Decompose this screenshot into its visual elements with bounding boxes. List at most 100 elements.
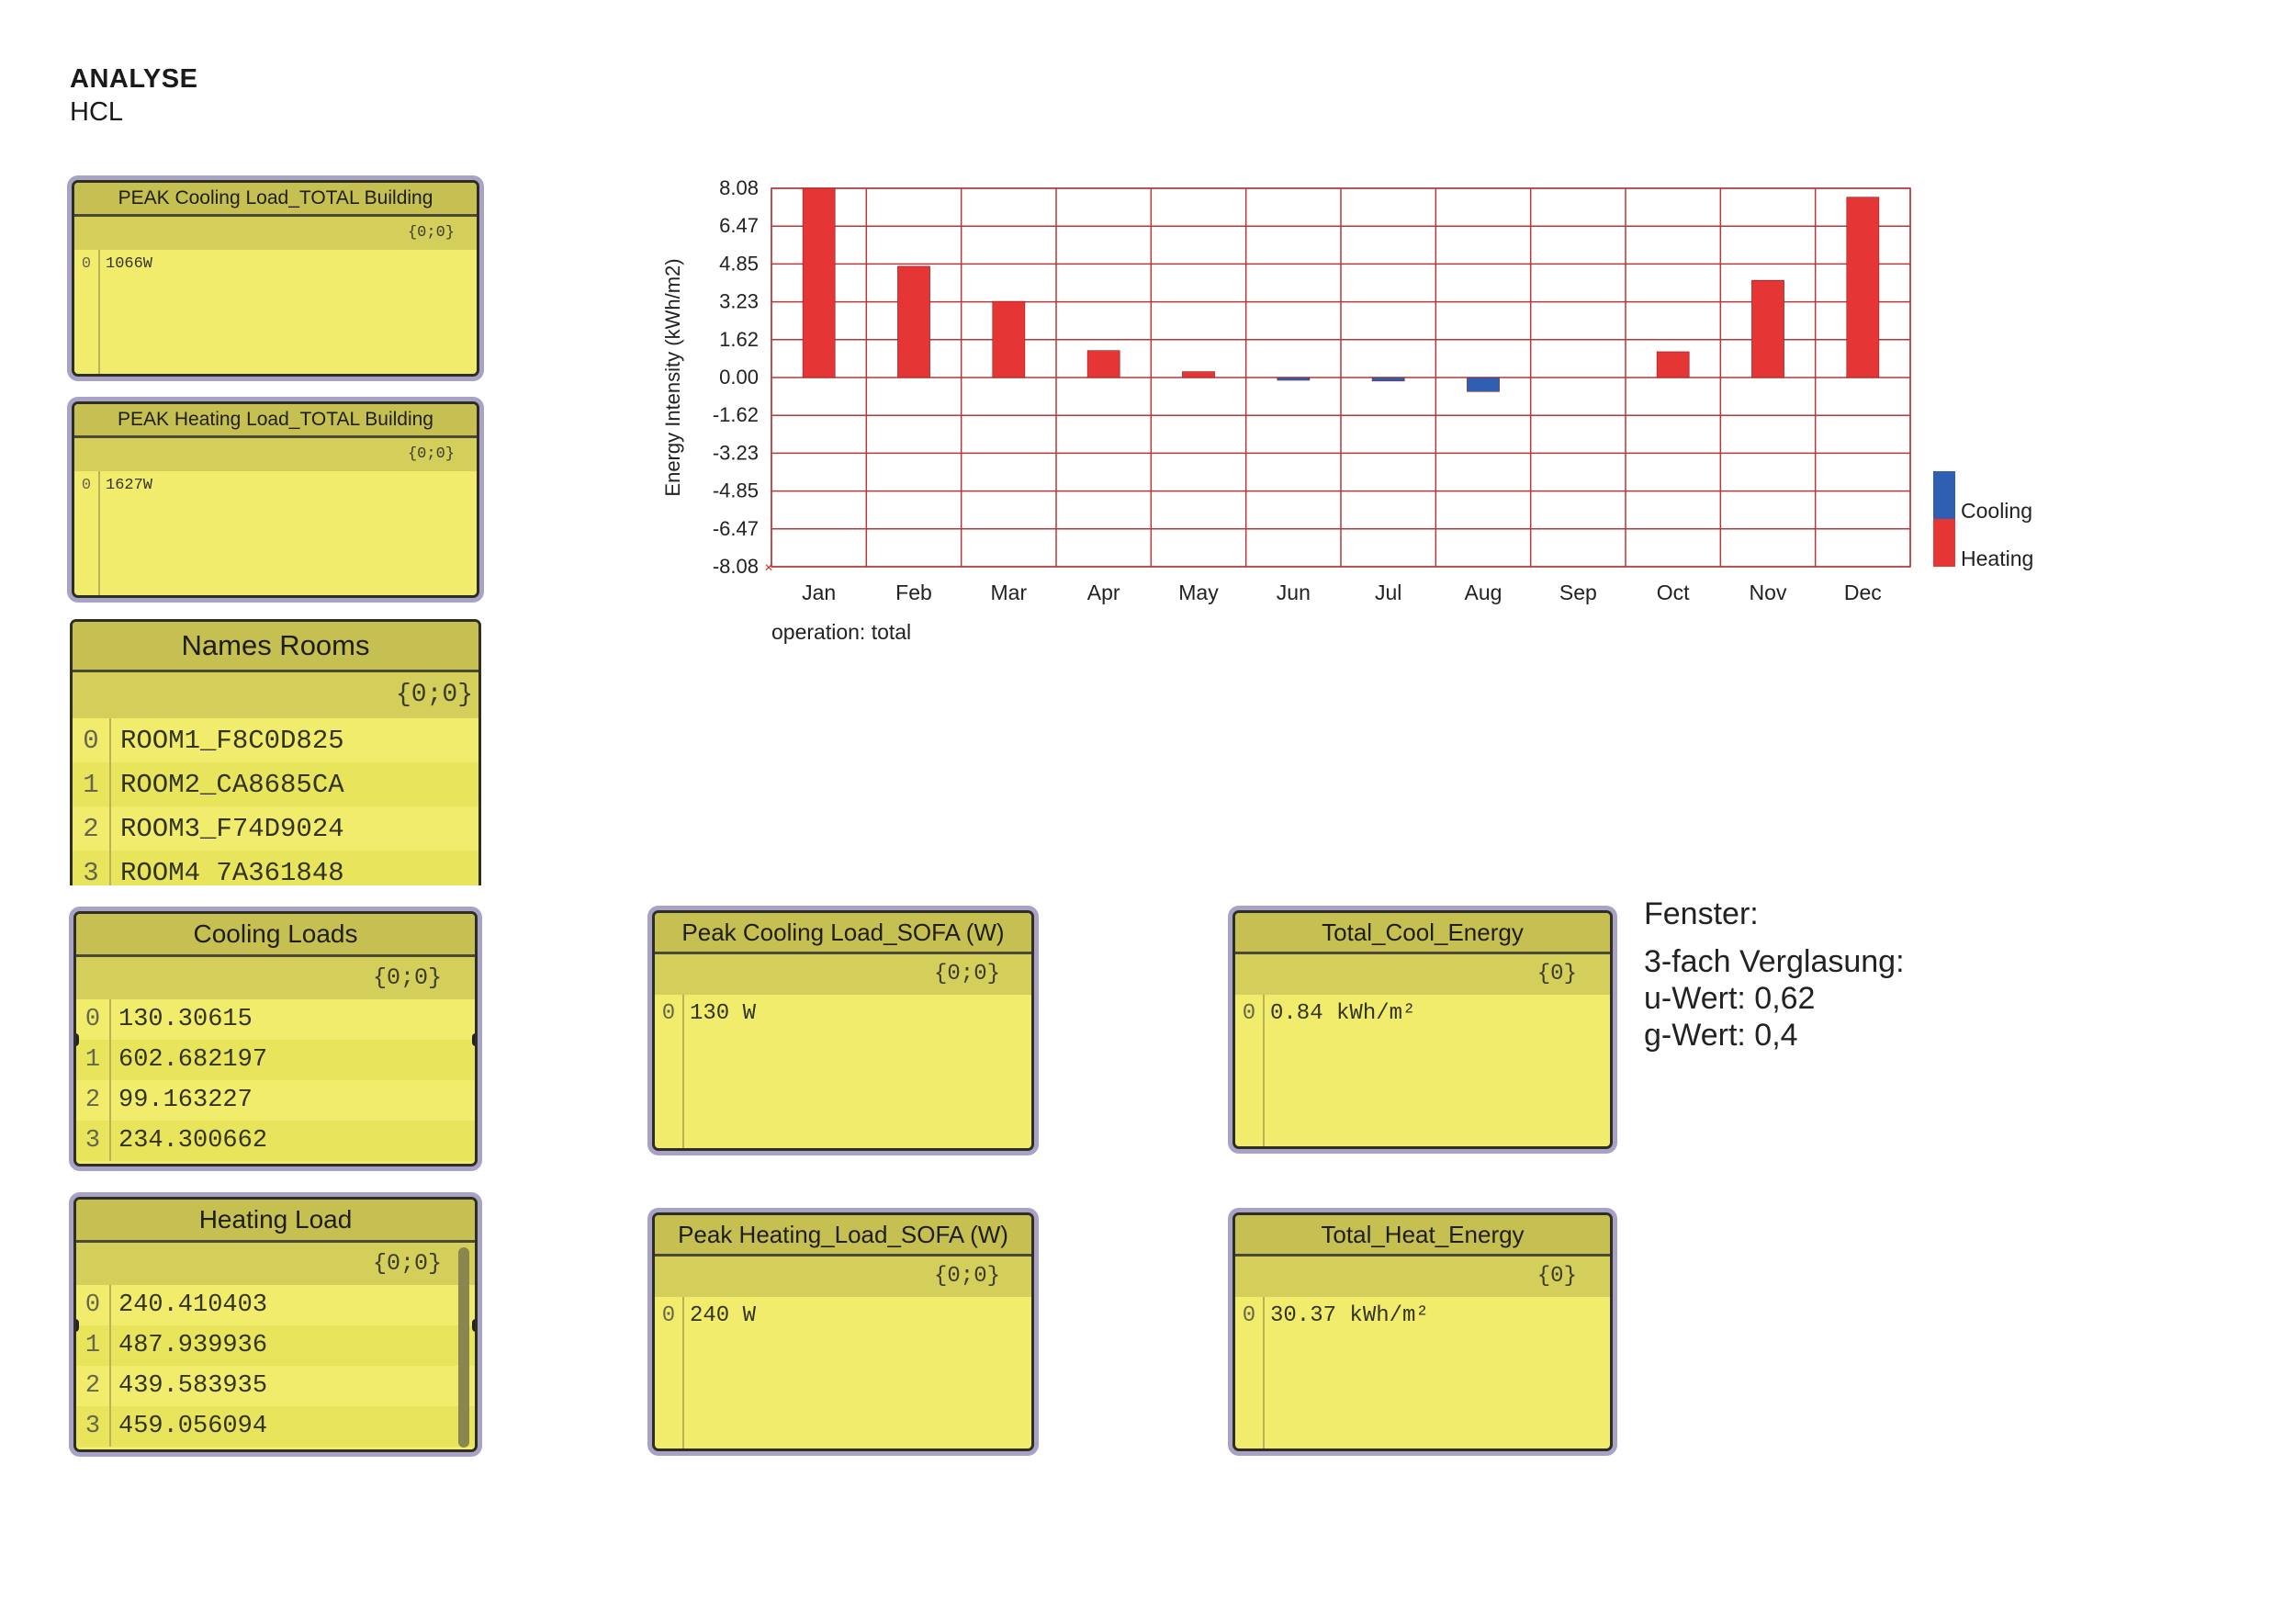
- x-tick-label: Jun: [1277, 580, 1311, 604]
- y-tick-label: -4.85: [713, 479, 759, 502]
- panel-title: Heating Load: [76, 1200, 475, 1243]
- glazing-type: 3-fach Verglasung:: [1644, 944, 1905, 979]
- legend-swatch-cooling: [1933, 471, 1955, 519]
- panel-row: 0 ROOM1_F8C0D825: [73, 718, 478, 762]
- panel-path: {0}: [1235, 954, 1610, 995]
- row-value: 459.056094: [118, 1413, 268, 1440]
- panel-row: 0 1066W: [74, 250, 477, 277]
- row-value: 439.583935: [118, 1372, 268, 1400]
- panel-row: 3 459.056094: [76, 1406, 475, 1447]
- row-index: 2: [83, 813, 99, 844]
- panel-path: {0;0}: [76, 1243, 475, 1285]
- input-grip[interactable]: [76, 1033, 79, 1046]
- panel-row: 1 602.682197: [76, 1040, 475, 1080]
- row-index: 2: [84, 1372, 101, 1400]
- panel-peak-cooling-sofa[interactable]: Peak Cooling Load_SOFA (W) {0;0} 0 130 W: [652, 910, 1034, 1151]
- panel-row: 0 130 W: [655, 995, 1031, 1031]
- panel-title: Total_Cool_Energy: [1235, 913, 1610, 954]
- row-value: 240 W: [690, 1302, 757, 1328]
- bar-heating: [1656, 351, 1690, 378]
- input-grip[interactable]: [76, 1319, 79, 1332]
- panel-path: {0;0}: [74, 438, 477, 471]
- row-value: 30.37 kWh/m²: [1270, 1302, 1429, 1328]
- row-index: 0: [81, 254, 92, 273]
- x-tick-label: Apr: [1087, 580, 1120, 604]
- row-value: ROOM2_CA8685CA: [120, 769, 344, 800]
- y-tick-label: -3.23: [713, 441, 759, 464]
- panel-title: Names Rooms: [73, 622, 478, 672]
- window-heading: Fenster:: [1644, 896, 1759, 931]
- row-value: ROOM4 7A361848: [120, 857, 344, 886]
- panel-path: {0;0}: [76, 957, 475, 999]
- panel-total-heat-energy[interactable]: Total_Heat_Energy {0} 0 30.37 kWh/m²: [1232, 1212, 1613, 1451]
- row-index: 0: [83, 725, 99, 756]
- row-value: 0.84 kWh/m²: [1270, 1000, 1416, 1026]
- x-tick-label: May: [1178, 580, 1219, 604]
- window-specs: Fenster: 3-fach Verglasung: u-Wert: 0,62…: [1644, 896, 1905, 1054]
- y-tick-label: 3.23: [719, 290, 759, 313]
- bar-cooling: [1277, 377, 1311, 381]
- row-value: 1627W: [106, 476, 153, 494]
- row-value: 99.163227: [118, 1087, 253, 1114]
- row-index: 1: [83, 769, 99, 800]
- panel-peak-heating-total[interactable]: PEAK Heating Load_TOTAL Building {0;0} 0…: [72, 401, 479, 598]
- panel-path: {0;0}: [73, 672, 478, 718]
- page-title: ANALYSE: [70, 64, 198, 94]
- x-tick-label: Aug: [1465, 580, 1503, 604]
- panel-scrollbar[interactable]: [458, 1247, 469, 1448]
- panel-heating-load[interactable]: Heating Load {0;0} 0 240.410403 1 487.93…: [73, 1197, 478, 1452]
- g-value: g-Wert: 0,4: [1644, 1018, 1798, 1053]
- x-tick-label: Mar: [991, 580, 1028, 604]
- panel-index-divider: [109, 718, 111, 885]
- panel-path: {0}: [1235, 1257, 1610, 1297]
- panel-row: 0 0.84 kWh/m²: [1235, 995, 1610, 1031]
- row-index: 1: [84, 1332, 101, 1359]
- row-value: 234.300662: [118, 1127, 268, 1155]
- panel-row: 3 ROOM4 7A361848: [73, 851, 478, 885]
- row-index: 3: [84, 1127, 101, 1155]
- panel-peak-cooling-total[interactable]: PEAK Cooling Load_TOTAL Building {0;0} 0…: [72, 180, 479, 377]
- x-tick-label: Nov: [1750, 580, 1787, 604]
- panel-title: PEAK Cooling Load_TOTAL Building: [74, 183, 477, 217]
- x-tick-label: Sep: [1559, 580, 1597, 604]
- output-grip[interactable]: [472, 1033, 475, 1046]
- y-tick-label: 1.62: [719, 328, 759, 351]
- bar-cooling: [1467, 377, 1500, 392]
- row-value: 487.939936: [118, 1332, 268, 1359]
- panel-peak-heating-sofa[interactable]: Peak Heating_Load_SOFA (W) {0;0} 0 240 W: [652, 1212, 1034, 1451]
- bar-heating: [802, 187, 836, 378]
- x-tick-label: Oct: [1657, 580, 1690, 604]
- row-value: 130.30615: [118, 1006, 253, 1033]
- panel-row: 0 240 W: [655, 1297, 1031, 1334]
- y-tick-label: -8.08: [713, 555, 759, 578]
- row-index: 3: [84, 1413, 101, 1440]
- y-tick-label: -1.62: [713, 403, 759, 426]
- panel-path: {0;0}: [655, 1257, 1031, 1297]
- panel-names-rooms[interactable]: Names Rooms {0;0} 0 ROOM1_F8C0D825 1 ROO…: [70, 619, 481, 885]
- panel-title: PEAK Heating Load_TOTAL Building: [74, 404, 477, 438]
- output-grip[interactable]: [472, 1319, 475, 1332]
- panel-row: 0 130.30615: [76, 999, 475, 1040]
- panel-index-divider: [1263, 995, 1265, 1146]
- y-tick-label: 6.47: [719, 214, 759, 237]
- row-value: 602.682197: [118, 1046, 268, 1074]
- y-tick-label: -6.47: [713, 517, 759, 540]
- panel-total-cool-energy[interactable]: Total_Cool_Energy {0} 0 0.84 kWh/m²: [1232, 910, 1613, 1149]
- row-index: 0: [661, 1302, 676, 1328]
- panel-index-divider: [98, 471, 100, 595]
- panel-path: {0;0}: [74, 217, 477, 250]
- panel-title: Total_Heat_Energy: [1235, 1215, 1610, 1257]
- x-tick-label: Feb: [895, 580, 932, 604]
- x-tick-label: Jul: [1375, 580, 1401, 604]
- panel-index-divider: [109, 999, 111, 1161]
- row-index: 2: [84, 1087, 101, 1114]
- x-tick-label: Jan: [802, 580, 836, 604]
- row-index: 0: [81, 476, 92, 494]
- bar-heating: [992, 300, 1026, 378]
- panel-title: Cooling Loads: [76, 914, 475, 957]
- panel-row: 3 234.300662: [76, 1121, 475, 1161]
- panel-index-divider: [1263, 1297, 1265, 1448]
- panel-cooling-loads[interactable]: Cooling Loads {0;0} 0 130.30615 1 602.68…: [73, 911, 478, 1167]
- row-index: 0: [1242, 1302, 1256, 1328]
- row-value: 240.410403: [118, 1291, 268, 1319]
